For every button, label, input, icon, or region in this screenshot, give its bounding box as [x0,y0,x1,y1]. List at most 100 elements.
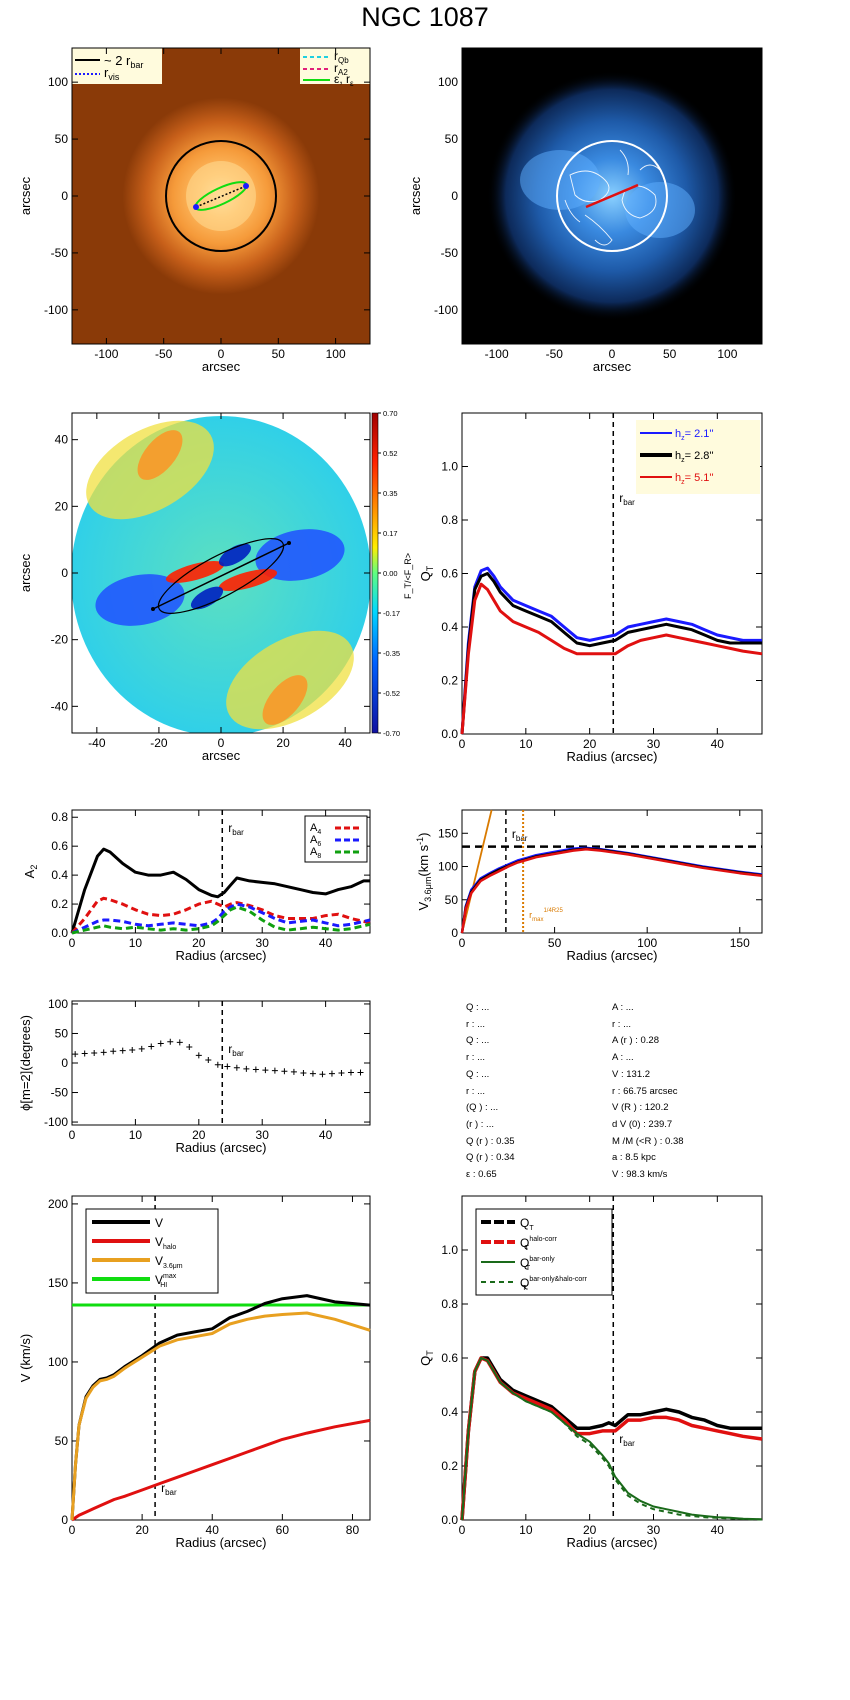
colorbar-tick-label: -0.35 [383,649,400,658]
colorbar-tick-label: -0.17 [383,609,400,618]
rbar-label-sub: bar [623,1439,635,1448]
legend-h: h [675,472,681,484]
param-line: r : ... [466,1052,485,1064]
y-tick-label: 50 [55,1026,69,1040]
x-axis-label: Radius (arcsec) [175,1535,266,1550]
y-tick-label: 100 [438,860,458,874]
phase-point [138,1045,145,1052]
x-axis-label: arcsec [202,748,241,763]
colorbar-tick-label: 0.70 [383,409,398,418]
two-rbar-circle [165,140,277,252]
bar-axis-end-right [287,541,291,545]
phase-point [243,1065,250,1072]
y-axis-label: arcsec [408,176,423,215]
x-tick-label: 0 [218,347,225,361]
phase-point [281,1068,288,1075]
x-tick-label: 40 [338,736,352,750]
axes-optical: -100 -50 0 50 100 -100 -50 0 50 100 arcsec arcsec [18,47,371,374]
y-axis-label-sub: 2 [29,865,39,870]
param-line: V : 131.2 [612,1068,651,1080]
y-axis-label: QT [418,565,435,581]
x-tick-label: 0 [459,936,466,950]
phase-point [157,1040,164,1047]
legend-sub: HI [160,1282,167,1289]
legend-sup: max [163,1273,177,1280]
y-axis-label: arcsec [18,176,33,215]
panel-phase-angle: 0 10 20 30 40 -100 -50 0 50 100 Radius (arcsec) ϕ[m… [18,997,371,1155]
y-tick-label: 1.0 [441,1243,458,1257]
param-line: r : ... [466,1085,485,1097]
y-axis-label-main: ϕ[m=2](degrees) [18,1015,33,1111]
phase-point [290,1068,297,1075]
heat-blue-left [95,574,185,626]
y-tick-label: 0.6 [441,1351,458,1365]
legend-label: Qbar-only&halo-corr T [520,1276,588,1292]
rbar-label-sub: bar [623,498,635,507]
phase-point [100,1049,107,1056]
y-tick-label: 100 [48,997,68,1011]
legend-label: V [155,1216,163,1230]
phase-point [119,1047,126,1054]
legend-v: V [155,1273,163,1287]
param-line: A : ... [612,1002,634,1013]
legend-a: A [310,822,318,834]
plot-frame [71,1000,371,1126]
inner-slope-line [461,809,493,934]
y-tick-label: 40 [55,433,69,447]
legend-eq: = 5.1'' [685,472,714,484]
param-line: r : ... [612,1018,631,1030]
x-tick-label: 0 [218,736,225,750]
x-tick-label: 10 [129,1128,143,1142]
y-axis-label: QT [418,1350,435,1366]
rbar-label: rbar [619,1432,635,1448]
heat-blue-core-bottom [190,586,224,610]
legend-sub: T [526,1265,531,1272]
legend-h: h [675,450,681,462]
legend-label: A8 [310,846,321,860]
y-tick-label: -100 [44,303,68,317]
panel-residual-image: -100 -50 0 50 100 -100 -50 0 50 100 arcsec arcsec [408,47,763,374]
colorbar-tick-label: 0.52 [383,449,398,458]
y-tick-label: 0.2 [441,674,458,688]
legend-text-eps: ε, rε [334,72,354,88]
colorbar-tick-label: -0.52 [383,689,400,698]
legend-v: V [155,1216,163,1230]
phase-point [328,1070,335,1077]
x-tick-label: 20 [192,936,206,950]
x-tick-label: -50 [155,347,173,361]
x-tick-label: 20 [135,1523,149,1537]
y-tick-label: 0.4 [51,868,68,882]
x-tick-label: 50 [548,936,562,950]
y-tick-label: 0.2 [51,897,68,911]
x-tick-label: 30 [256,936,270,950]
y-axis-label-close: ) [416,832,431,836]
plot-frame [71,1195,371,1521]
legend-a: A [310,834,318,846]
legend-sub: T [522,1285,527,1292]
phase-point [176,1039,183,1046]
y-tick-label: -100 [44,1115,68,1129]
legend-sub: T [529,1225,534,1232]
param-line: A (r ) : 0.28 [612,1035,659,1047]
phase-point [319,1071,326,1078]
param-line: (Q ) : ... [466,1102,499,1114]
velocity-series-line [460,846,763,934]
legend-q: Q [520,1216,529,1230]
colorbar-tick-label: 0.00 [383,569,398,578]
legend-left [72,48,162,84]
legend-sub: halo [163,1244,176,1251]
y-tick-label: 0.4 [441,620,458,634]
rbar-label-r: r [512,827,516,841]
phase-point [195,1052,202,1059]
figure-title: NGC 1087 [361,2,489,32]
heat-red-right [218,569,278,591]
y-axis-label: ϕ[m=2](degrees) [18,1015,33,1111]
x-axis-label: arcsec [202,359,241,374]
y-tick-label: 100 [438,75,458,89]
phase-point [72,1051,79,1058]
colorbar-tick-label: 0.35 [383,489,398,498]
residual-blob-right [625,182,695,238]
y-tick-label: 200 [48,1197,68,1211]
velocity-component-line [71,1418,371,1522]
x-tick-label: 10 [519,1523,533,1537]
